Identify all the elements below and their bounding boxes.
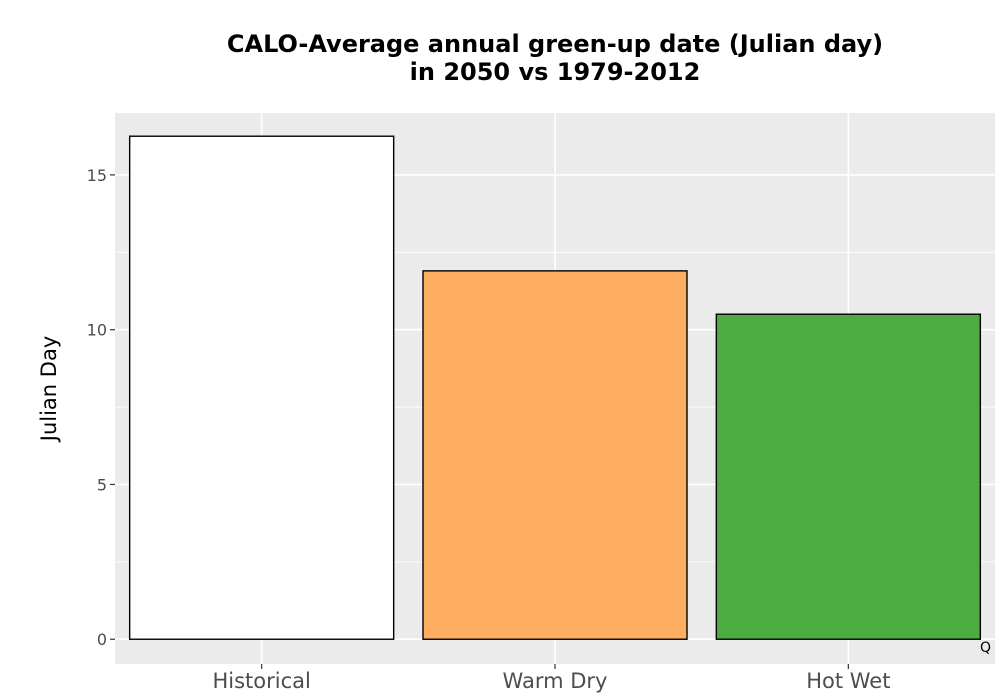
chart-title: CALO-Average annual green-up date (Julia… — [226, 30, 884, 58]
y-tick-label: 0 — [97, 630, 107, 649]
y-tick-label: 10 — [87, 321, 107, 340]
x-tick-label: Historical — [212, 669, 310, 693]
y-tick-label: 15 — [87, 166, 107, 185]
bar-hot-wet — [715, 313, 982, 640]
y-tick-label: 5 — [97, 475, 107, 494]
x-tick-label: Warm Dry — [503, 669, 608, 693]
x-tick-label: Hot Wet — [806, 669, 890, 693]
chart-subtitle: in 2050 vs 1979-2012 — [409, 58, 701, 86]
chart-title-block: CALO-Average annual green-up date (Julia… — [115, 30, 995, 86]
bar-warm-dry — [422, 270, 688, 640]
bar-historical — [128, 135, 395, 640]
y-axis-title: Julian Day — [37, 336, 61, 444]
corner-label: Q — [980, 640, 992, 656]
